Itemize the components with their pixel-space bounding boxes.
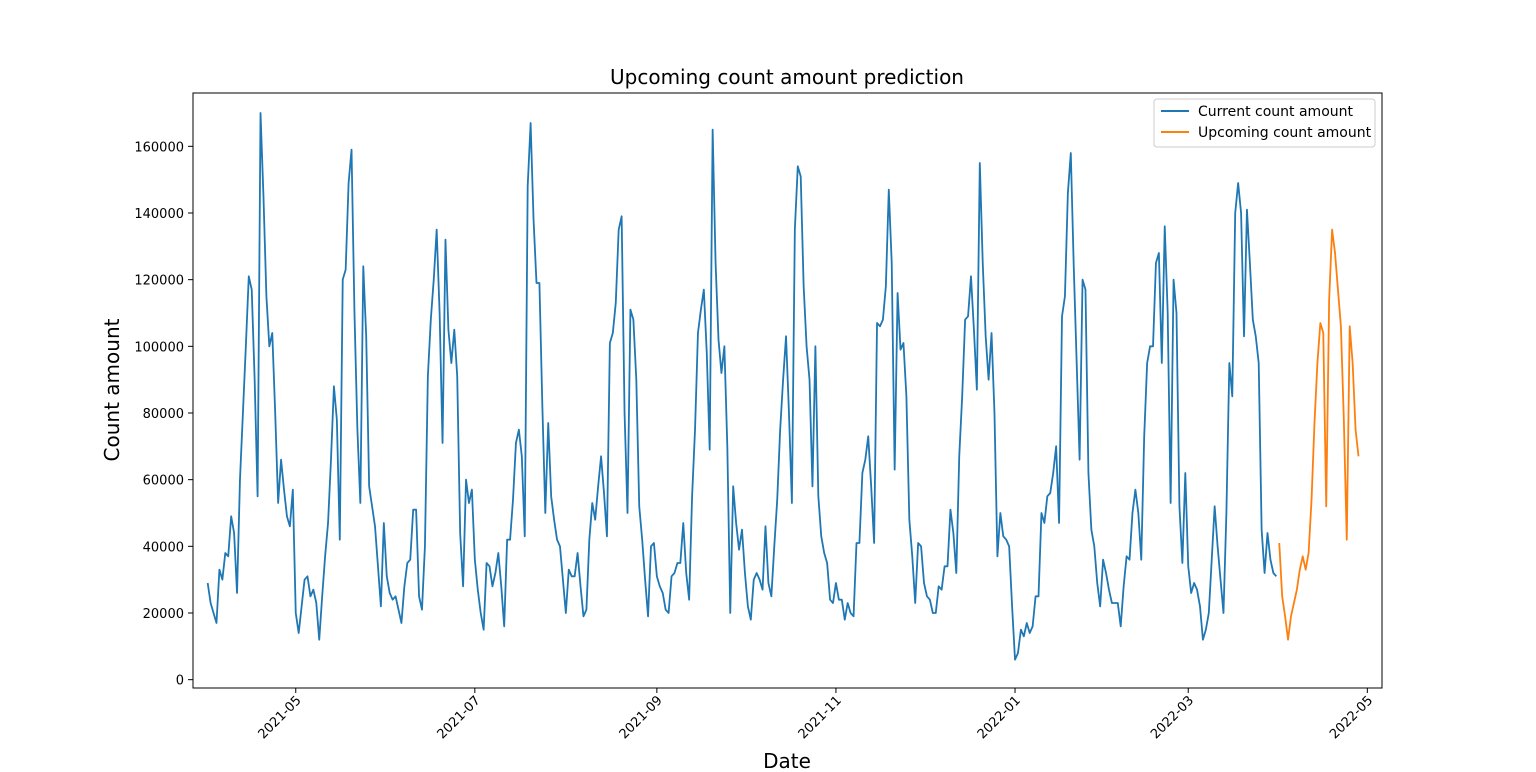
legend: Current count amount Upcoming count amou…: [1153, 98, 1376, 148]
legend-label-current: Current count amount: [1198, 104, 1354, 120]
legend-label-upcoming: Upcoming count amount: [1198, 125, 1372, 141]
y-tick-label: 140000: [134, 207, 184, 222]
chart-title: Upcoming count amount prediction: [610, 65, 964, 89]
y-tick-label: 80000: [143, 407, 184, 422]
series-line-upcoming: [1278, 228, 1360, 641]
y-tick-label: 100000: [134, 340, 184, 355]
y-tick-label: 40000: [143, 540, 184, 555]
y-tick-label: 20000: [143, 607, 184, 622]
legend-box: [1153, 98, 1376, 148]
x-axis-title: Date: [763, 749, 811, 772]
y-tick-label: 0: [176, 674, 184, 689]
plot-frame: [192, 92, 1383, 689]
y-tick-label: 60000: [143, 474, 184, 489]
series-line-current: [206, 112, 1277, 661]
y-axis: 0 20000 40000 60000 80000 100000 120000 140000 1…: [134, 140, 193, 689]
y-tick-label: 160000: [134, 140, 184, 155]
series-layer: [206, 112, 1360, 661]
y-axis-title: Count amount: [100, 318, 124, 461]
y-tick-label: 120000: [134, 274, 184, 289]
